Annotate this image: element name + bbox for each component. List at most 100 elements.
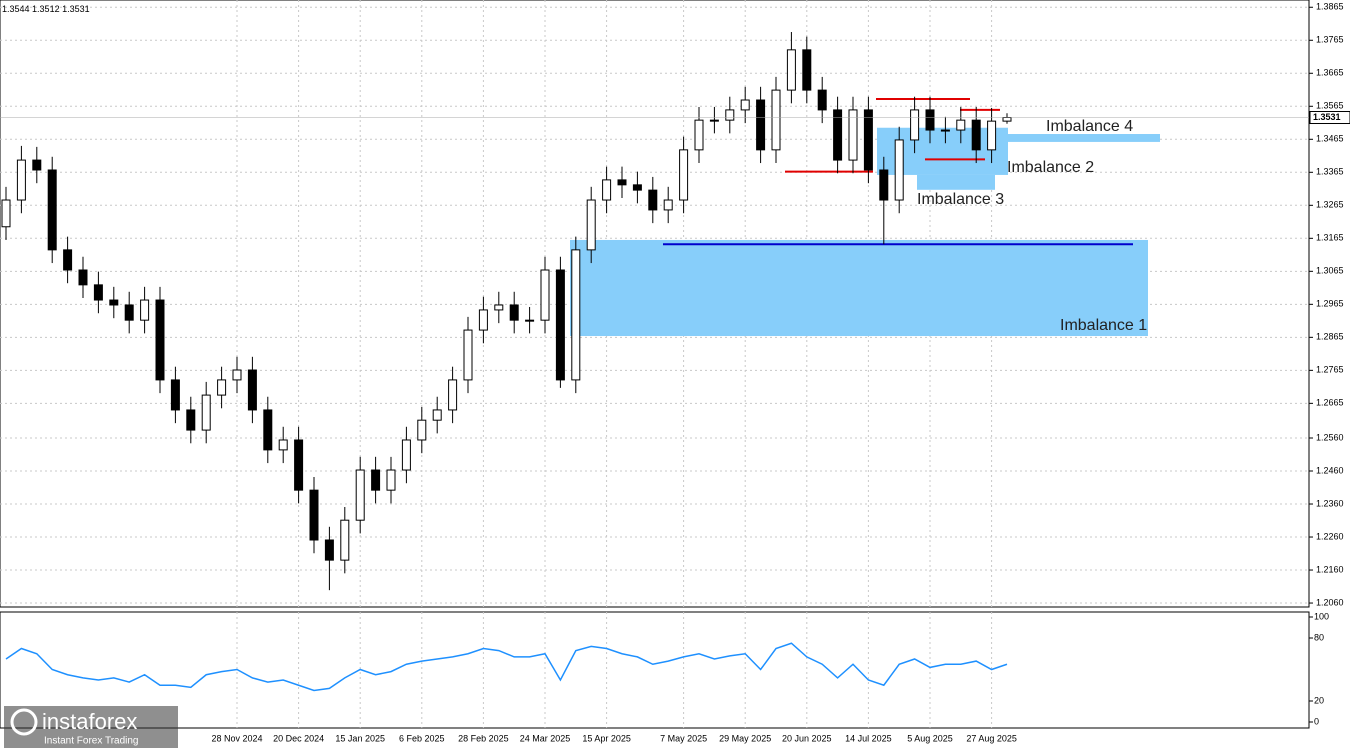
candle-body — [756, 99, 766, 151]
candle-body — [355, 469, 365, 521]
candle-body — [232, 369, 242, 381]
candle-body — [663, 199, 673, 211]
candle-body — [586, 199, 596, 251]
candle-body — [340, 519, 350, 561]
candle-body — [432, 409, 442, 421]
candle-body — [309, 489, 319, 541]
candle-body — [109, 299, 119, 306]
y-tick-label: 1.3165 — [1316, 233, 1344, 243]
candle-body — [494, 304, 504, 311]
candle-body — [771, 89, 781, 151]
candle-body — [140, 299, 150, 321]
candle-body — [694, 119, 704, 151]
candle-body — [1, 199, 11, 228]
y-tick-label: 1.2060 — [1316, 597, 1344, 607]
header-high: 1.3544 — [2, 4, 30, 14]
y-tick-label: 80 — [1314, 632, 1324, 642]
x-tick-label: 15 Jan 2025 — [335, 733, 385, 743]
zone-label: Imbalance 3 — [917, 191, 1004, 208]
x-tick-label: 6 Feb 2025 — [399, 733, 445, 743]
candle-body — [987, 120, 997, 151]
y-tick-label: 1.3265 — [1316, 200, 1344, 210]
y-tick-label: 1.2560 — [1316, 432, 1344, 442]
candle-body — [448, 379, 458, 411]
y-tick-label: 1.2965 — [1316, 299, 1344, 309]
candle-body — [217, 379, 227, 396]
candle-body — [848, 109, 858, 161]
x-tick-label: 24 Mar 2025 — [520, 733, 571, 743]
candle-body — [940, 129, 950, 132]
candle-body — [817, 89, 827, 111]
candle-body — [509, 304, 519, 321]
y-tick-label: 1.2360 — [1316, 498, 1344, 508]
candle-body — [786, 49, 796, 91]
logo-tagline: Instant Forex Trading — [44, 736, 139, 747]
candle-body — [263, 409, 273, 451]
candle-body — [294, 439, 304, 491]
x-tick-label: 15 Apr 2025 — [582, 733, 631, 743]
candle-body — [540, 269, 550, 321]
candle-body — [648, 189, 658, 211]
imbalance-zone — [1008, 134, 1160, 142]
y-tick-label: 1.3765 — [1316, 35, 1344, 45]
candle-body — [247, 369, 257, 411]
candle-body — [201, 394, 211, 431]
candle-body — [16, 159, 26, 201]
zone-label: Imbalance 2 — [1007, 159, 1094, 176]
candle-body — [879, 169, 889, 201]
candle-body — [956, 119, 966, 131]
y-tick-label: 1.2765 — [1316, 365, 1344, 375]
y-tick-label: 1.3565 — [1316, 101, 1344, 111]
header-low: 1.3512 — [32, 4, 60, 14]
candle-body — [910, 109, 920, 141]
candle-body — [478, 309, 488, 331]
candle-body — [925, 109, 935, 131]
candle-body — [124, 304, 134, 321]
candle-body — [894, 139, 904, 201]
ohlc-header: 1.3544 1.3512 1.3531 — [2, 4, 90, 14]
indicator-pane — [0, 611, 1310, 729]
candle-body — [709, 119, 719, 122]
candle-body — [971, 119, 981, 151]
x-tick-label: 20 Dec 2024 — [273, 733, 324, 743]
candle-body — [371, 469, 381, 491]
indicator-line — [5, 642, 1008, 692]
candle-body — [32, 159, 42, 171]
candle-body — [47, 169, 57, 251]
candle-body — [1002, 117, 1012, 122]
candle-body — [679, 149, 689, 201]
candle-body — [617, 179, 627, 186]
candle-body — [63, 249, 73, 271]
candle-body — [525, 319, 535, 322]
y-tick-label: 1.3365 — [1316, 167, 1344, 177]
candle-body — [386, 469, 396, 491]
candle-body — [186, 409, 196, 431]
x-tick-label: 28 Nov 2024 — [211, 733, 262, 743]
y-tick-label: 1.2160 — [1316, 564, 1344, 574]
x-tick-label: 14 Jul 2025 — [845, 733, 892, 743]
candle-body — [324, 539, 334, 561]
zone-label: Imbalance 4 — [1046, 118, 1133, 135]
candle-body — [463, 329, 473, 381]
x-tick-label: 28 Feb 2025 — [458, 733, 509, 743]
y-tick-label: 1.3665 — [1316, 68, 1344, 78]
candle-body — [632, 184, 642, 191]
y-tick-label: 1.3065 — [1316, 266, 1344, 276]
y-tick-label: 1.2260 — [1316, 531, 1344, 541]
candle-body — [278, 439, 288, 451]
candle-body — [833, 109, 843, 161]
candle-body — [401, 439, 411, 471]
y-tick-label: 20 — [1314, 695, 1324, 705]
candle-body — [725, 109, 735, 121]
candle-body — [155, 299, 165, 381]
imbalance-zone — [570, 239, 1148, 337]
candle-body — [93, 284, 103, 301]
candle-body — [170, 379, 180, 411]
y-tick-label: 1.3465 — [1316, 134, 1344, 144]
header-close: 1.3531 — [62, 4, 90, 14]
x-tick-label: 5 Aug 2025 — [907, 733, 953, 743]
y-tick-label: 0 — [1314, 716, 1319, 726]
y-tick-label: 1.2865 — [1316, 332, 1344, 342]
candle-body — [602, 179, 612, 201]
